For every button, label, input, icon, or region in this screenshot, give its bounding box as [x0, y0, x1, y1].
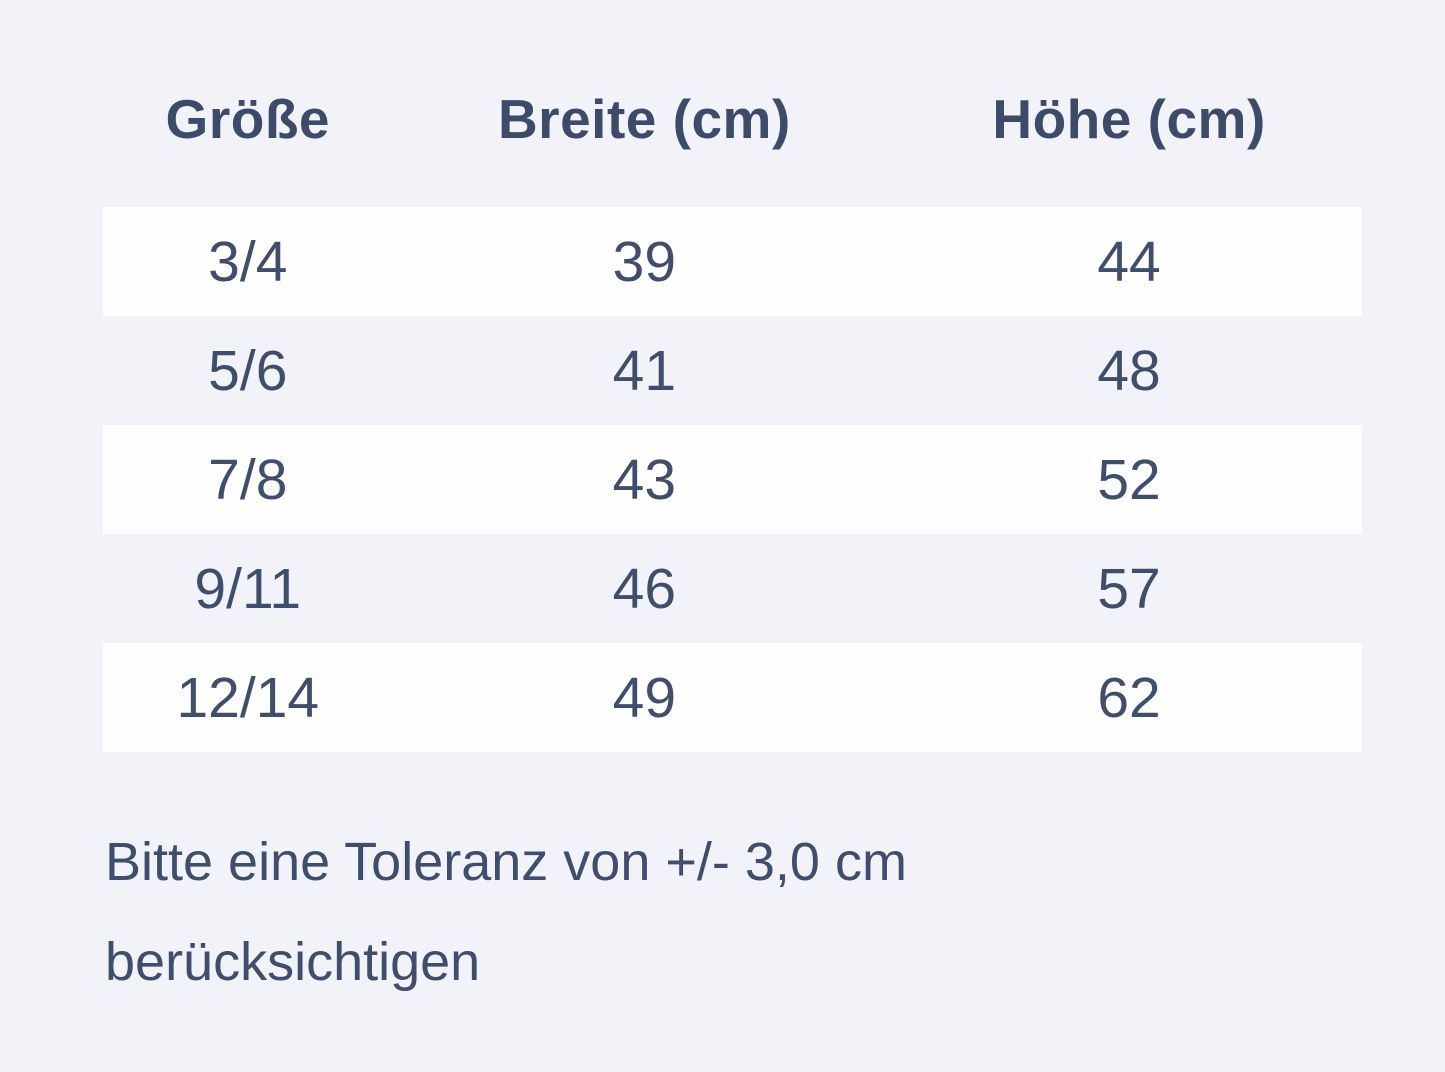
column-header-hoehe: Höhe (cm) [992, 87, 1266, 150]
cell-width: 41 [612, 338, 677, 403]
cell-height: 52 [1097, 447, 1161, 512]
column-header-groesse: Größe [165, 87, 331, 150]
tolerance-note-line1: Bitte eine Toleranz von +/- 3,0 cm [105, 832, 907, 892]
cell-width: 39 [612, 229, 677, 294]
cell-width: 49 [612, 665, 677, 730]
column-header-breite: Breite (cm) [497, 87, 791, 150]
cell-height: 62 [1097, 665, 1161, 730]
table-row: 9/11 46 57 [103, 534, 1362, 643]
table-row: 5/6 41 48 [103, 316, 1362, 425]
size-chart-table: Größe Breite (cm) Höhe (cm) 3/4 39 44 5/… [103, 0, 1362, 752]
cell-height: 57 [1097, 556, 1161, 621]
cell-size: 3/4 [208, 229, 288, 294]
cell-size: 9/11 [194, 556, 302, 621]
tolerance-note-line2: berücksichtigen [105, 932, 481, 992]
cell-size: 5/6 [208, 338, 288, 403]
cell-size: 7/8 [208, 447, 288, 512]
cell-size: 12/14 [176, 665, 320, 730]
cell-width: 46 [612, 556, 677, 621]
table-row: 7/8 43 52 [103, 425, 1362, 534]
cell-width: 43 [612, 447, 677, 512]
table-row: 12/14 49 62 [103, 643, 1362, 752]
cell-height: 44 [1097, 229, 1161, 294]
table-row: 3/4 39 44 [103, 207, 1362, 316]
cell-height: 48 [1097, 338, 1161, 403]
tolerance-note: Bitte eine Toleranz von +/- 3,0 cm berüc… [105, 812, 907, 1012]
table-header-row: Größe Breite (cm) Höhe (cm) [103, 0, 1362, 207]
